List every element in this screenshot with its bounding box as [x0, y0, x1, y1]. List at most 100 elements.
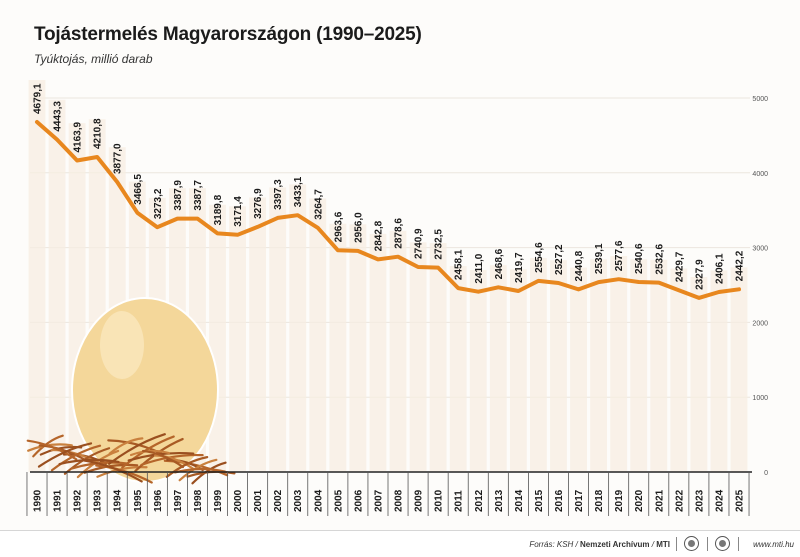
x-tick-label: 1998	[193, 489, 204, 512]
x-tick-label: 2024	[714, 489, 725, 512]
data-label: 3466,5	[133, 174, 144, 205]
background-bar	[550, 260, 567, 472]
chart-subtitle: Tyúktojás, millió darab	[34, 52, 153, 66]
footer-divider	[738, 537, 739, 551]
x-tick-label: 2020	[634, 489, 645, 512]
series-line	[35, 120, 741, 300]
data-label: 2419,7	[514, 252, 525, 283]
x-tick-label: 2011	[454, 490, 465, 512]
nest-icon	[26, 433, 236, 485]
nest-twig	[127, 451, 195, 462]
data-label: 3433,1	[293, 176, 304, 207]
background-bar	[369, 233, 387, 472]
data-label: 2740,9	[414, 228, 425, 259]
x-tick-label: 2012	[474, 489, 485, 512]
chart-title: Tojástermelés Magyarországon (1990–2025)	[34, 24, 422, 45]
x-tick-label: 1999	[213, 489, 224, 512]
egg-highlight	[100, 311, 144, 379]
data-label: 2956,0	[353, 212, 364, 243]
data-label: 3877,0	[113, 143, 124, 174]
y-tick-label: 2000	[752, 320, 768, 327]
x-tick-label: 1996	[153, 489, 164, 512]
background-bar	[389, 230, 407, 472]
nest-twig	[83, 463, 139, 474]
x-tick-label: 1997	[173, 489, 184, 512]
background-bar	[530, 257, 547, 472]
data-label: 4679,1	[33, 83, 44, 114]
background-bar	[489, 265, 507, 472]
data-label: 3273,2	[153, 188, 164, 219]
mti-logo-icon	[715, 536, 730, 551]
data-label: 2732,5	[434, 229, 445, 260]
x-axis: 1990 1991 1992 1993 1994 1995 1996 1997 1998 1999…	[26, 471, 752, 516]
data-label: 2327,9	[694, 259, 705, 290]
y-tick-label: 1000	[752, 395, 768, 402]
data-label: 2539,1	[594, 243, 605, 274]
data-label: 2963,6	[333, 211, 344, 242]
x-tick-label: 1991	[53, 489, 64, 512]
x-tick-label: 2016	[554, 489, 565, 512]
y-tick-label: 5000	[752, 96, 768, 103]
nest-twig	[153, 454, 195, 470]
source-credit: Forrás: KSH / Nemzeti Archívum / MTI	[529, 540, 670, 549]
background-bar	[690, 276, 708, 472]
nest-twig	[96, 466, 148, 478]
nest-twig	[32, 434, 64, 458]
background-bar	[409, 242, 427, 472]
source-archive: Nemzeti Archívum	[580, 540, 650, 549]
background-bar	[730, 267, 748, 472]
background-bar	[590, 259, 608, 472]
data-label: 3387,9	[173, 180, 184, 211]
data-label: 2429,7	[674, 251, 685, 282]
data-label: 2842,8	[373, 220, 384, 251]
nest-twig	[58, 458, 120, 466]
x-tick-label: 2004	[313, 489, 324, 512]
data-label: 2442,2	[735, 250, 746, 281]
x-tick-label: 2021	[654, 489, 665, 512]
nest-twig	[50, 444, 102, 472]
background-bar	[630, 259, 648, 472]
x-tick-label: 2009	[414, 489, 425, 512]
nest-twig	[27, 443, 73, 452]
data-label: 3264,7	[313, 189, 324, 220]
nest-twig	[165, 456, 209, 478]
x-tick-label: 2005	[333, 489, 344, 512]
nest-twig	[108, 437, 144, 455]
data-label: 4443,3	[53, 101, 64, 132]
data-label: 2440,8	[574, 250, 585, 281]
data-label: 2406,1	[714, 253, 725, 284]
x-tick-label: 2025	[735, 489, 746, 512]
website-link[interactable]: www.mti.hu	[753, 540, 794, 549]
background-bar	[289, 184, 307, 472]
x-tick-label: 2008	[394, 489, 405, 512]
background-bar	[209, 204, 226, 473]
data-label: 2527,2	[554, 244, 565, 275]
data-label: 2468,6	[494, 248, 505, 279]
data-label: 4210,8	[93, 118, 104, 149]
x-tick-label: 2019	[614, 489, 625, 512]
x-tick-label: 2023	[694, 489, 705, 512]
x-tick-label: 2010	[434, 489, 445, 512]
background-bar	[509, 269, 527, 472]
background-bar	[269, 187, 287, 472]
data-label: 4163,9	[73, 122, 84, 153]
background-bar	[249, 197, 267, 472]
x-tick-label: 2017	[574, 489, 585, 512]
x-tick-label: 2006	[353, 489, 364, 512]
x-tick-label: 2001	[253, 489, 264, 512]
source-agency: MTI	[656, 540, 670, 549]
nest-twig	[26, 439, 78, 461]
y-tick-label: 4000	[752, 171, 768, 178]
nest-twig	[63, 447, 111, 475]
background-bar	[449, 266, 467, 472]
nest-twig	[178, 458, 218, 482]
nest-twig	[83, 459, 143, 483]
data-label: 2458,1	[454, 249, 465, 280]
nest-twig	[141, 449, 185, 469]
y-axis: 0 1000 2000 3000 4000 5000	[752, 96, 768, 477]
y-tick-label: 3000	[752, 246, 768, 253]
y-tick-label: 0	[764, 470, 768, 477]
background-bar	[28, 80, 46, 472]
data-label: 2878,6	[394, 218, 405, 249]
